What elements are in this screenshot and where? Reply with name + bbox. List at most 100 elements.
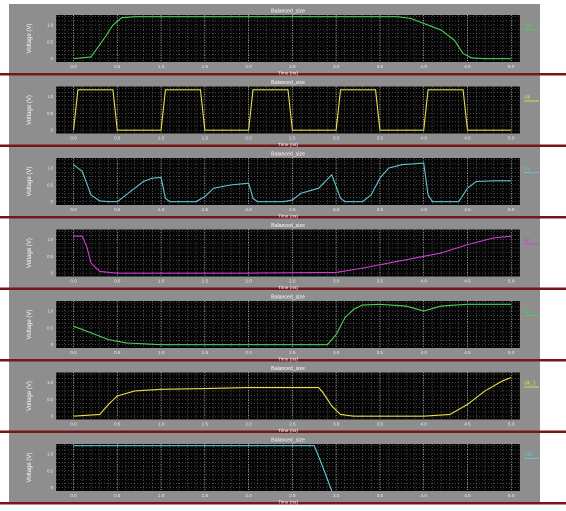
series-line-out — [73, 16, 512, 60]
legend-entry[interactable]: n2 — [524, 238, 530, 244]
plot-grid — [55, 372, 521, 420]
x-tick-label: 3.0 — [333, 207, 340, 212]
legend-entry[interactable]: n1 — [524, 166, 530, 172]
legend-entry[interactable]: clk_1 — [524, 381, 536, 387]
y-tick-label: 1.0 — [47, 94, 53, 99]
x-tick-label: 5.0 — [508, 207, 515, 212]
chart-title: Balanced_size — [271, 295, 305, 301]
y-tick-label: 0 — [51, 128, 54, 133]
x-tick-label: 2.0 — [245, 136, 252, 141]
y-tick-label: 0.5 — [47, 325, 53, 330]
y-axis-label: Voltage (V) — [27, 24, 33, 54]
plot-area — [56, 372, 520, 420]
x-tick-label: 0.0 — [70, 64, 77, 69]
series-line-n2 — [73, 235, 512, 274]
y-axis-label: Voltage (V) — [27, 238, 33, 268]
x-tick-label: 2.0 — [245, 350, 252, 355]
x-tick-label: 0.0 — [70, 422, 77, 427]
x-tick-label: 2.0 — [245, 64, 252, 69]
x-tick-label: 3.5 — [377, 279, 384, 284]
legend-entry[interactable]: out — [524, 23, 532, 29]
x-tick-label: 0.5 — [114, 64, 121, 69]
series-line-clk — [72, 89, 512, 131]
x-tick-label: 2.0 — [245, 207, 252, 212]
x-tick-label: 4.5 — [464, 136, 471, 141]
x-tick-label: 1.5 — [202, 350, 209, 355]
x-tick-label: 2.5 — [289, 350, 296, 355]
x-tick-label: 5.0 — [508, 279, 515, 284]
panel-separator — [0, 502, 566, 505]
x-tick-label: 4.0 — [421, 207, 428, 212]
waveform-panel: Balanced_size 0.0 0.5 1.0 1.5 2.0 2.5 3.0 3.5 4.0… — [0, 218, 566, 291]
plot-grid — [55, 158, 521, 205]
series-line-clkb — [73, 445, 333, 492]
x-tick-label: 1.0 — [158, 493, 165, 498]
x-tick-label: 3.5 — [377, 350, 384, 355]
x-tick-label: 4.0 — [421, 493, 428, 498]
x-tick-label: 2.5 — [289, 279, 296, 284]
x-tick-label: 0.5 — [114, 350, 121, 355]
waveform-panel: Balanced_size 0.0 0.5 1.0 1.5 2.0 2.5 3.0 3.5 4.0… — [0, 147, 566, 220]
y-tick-label: 0.5 — [47, 254, 53, 259]
chart-title: Balanced_size — [271, 9, 305, 15]
x-tick-label: 0.0 — [70, 279, 77, 284]
x-tick-label: 1.0 — [158, 207, 165, 212]
x-axis-label: Time (ns) — [278, 142, 298, 148]
x-tick-label: 2.5 — [289, 64, 296, 69]
x-tick-label: 5.0 — [508, 64, 515, 69]
x-tick-label: 1.5 — [202, 136, 209, 141]
x-tick-label: 1.5 — [202, 64, 209, 69]
plot-area — [56, 229, 520, 277]
y-axis-label: Voltage (V) — [27, 453, 33, 483]
plot-area — [56, 15, 520, 62]
x-tick-label: 1.5 — [202, 279, 209, 284]
waveform-panel: Balanced_size 0.0 0.5 1.0 1.5 2.0 2.5 3.0 3.5 4.0… — [0, 75, 566, 148]
x-tick-label: 5.0 — [508, 493, 515, 498]
x-axis-label: Time (ns) — [278, 500, 298, 506]
x-axis-label: Time (ns) — [278, 357, 298, 363]
x-tick-label: 3.5 — [377, 207, 384, 212]
legend-entry[interactable]: n3 — [524, 309, 530, 315]
y-tick-label: 1.0 — [47, 452, 53, 457]
y-tick-label: 1.0 — [47, 237, 53, 242]
x-tick-label: 3.0 — [333, 422, 340, 427]
y-tick-label: 1.0 — [47, 309, 53, 314]
y-tick-label: 0.5 — [47, 468, 53, 473]
x-tick-label: 0.5 — [114, 136, 121, 141]
panel-separator — [0, 430, 566, 433]
x-tick-label: 0.5 — [114, 279, 121, 284]
x-tick-label: 4.0 — [421, 279, 428, 284]
x-tick-label: 4.5 — [464, 64, 471, 69]
series-line-n1 — [73, 162, 512, 203]
x-tick-label: 1.0 — [158, 350, 165, 355]
plot-area — [56, 301, 520, 348]
y-axis-label: Voltage (V) — [27, 310, 33, 340]
series-line-clk_1 — [73, 377, 512, 417]
x-tick-label: 4.5 — [464, 279, 471, 284]
x-tick-label: 4.5 — [464, 422, 471, 427]
x-tick-label: 4.0 — [421, 350, 428, 355]
x-tick-label: 5.0 — [508, 350, 515, 355]
y-tick-label: 1.0 — [47, 380, 53, 385]
legend-entry[interactable]: clk — [524, 95, 531, 101]
legend-entry[interactable]: clkb — [524, 452, 533, 458]
x-tick-label: 3.0 — [333, 136, 340, 141]
y-tick-label: 0 — [51, 199, 54, 204]
waveform-panel: Balanced_size 0.0 0.5 1.0 1.5 2.0 2.5 3.0 3.5 4.0… — [0, 433, 566, 506]
waveform-panel: Balanced_size 0.0 0.5 1.0 1.5 2.0 2.5 3.0 3.5 4.0… — [0, 4, 566, 77]
x-tick-label: 0.5 — [114, 207, 121, 212]
x-tick-label: 3.5 — [377, 136, 384, 141]
chart-title: Balanced_size — [271, 223, 305, 229]
y-tick-label: 1.0 — [47, 23, 53, 28]
y-axis-label: Voltage (V) — [27, 167, 33, 197]
y-tick-label: 0 — [51, 414, 54, 419]
x-tick-label: 3.0 — [333, 279, 340, 284]
chart-title: Balanced_size — [271, 80, 305, 86]
y-tick-label: 0.5 — [47, 182, 53, 187]
x-tick-label: 0.5 — [114, 493, 121, 498]
y-tick-label: 0.5 — [47, 39, 53, 44]
x-tick-label: 2.0 — [245, 279, 252, 284]
y-tick-label: 0 — [51, 485, 54, 490]
